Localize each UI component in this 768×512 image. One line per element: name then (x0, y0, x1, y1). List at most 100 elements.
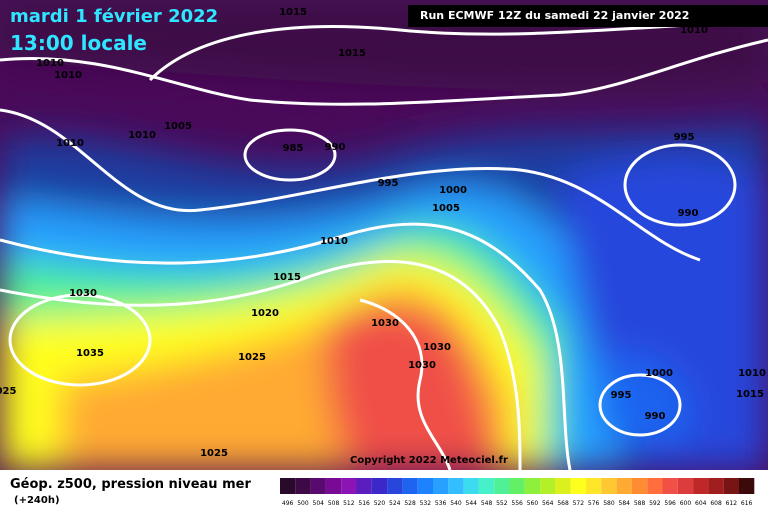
run-info: Run ECMWF 12Z du samedi 22 janvier 2022 (420, 9, 689, 22)
scale-label: 576 (588, 500, 600, 507)
color-swatch (693, 478, 709, 494)
scale-label: 612 (726, 500, 738, 507)
isobar-label: 1010 (320, 236, 348, 247)
color-swatch (494, 478, 510, 494)
scale-label: 496 (282, 500, 294, 507)
scale-label: 600 (680, 500, 692, 507)
scale-label: 596 (664, 500, 676, 507)
scale-label: 608 (710, 500, 722, 507)
isobar-label: 985 (283, 143, 304, 154)
scale-label: 544 (466, 500, 478, 507)
color-swatch (708, 478, 724, 494)
color-swatch (280, 478, 296, 494)
isobar-label: 1010 (36, 58, 64, 69)
legend-title: Géop. z500, pression niveau mer (10, 477, 251, 492)
isobar-label: 1025 (200, 448, 228, 459)
isobar-label: 1005 (164, 121, 192, 132)
copyright: Copyright 2022 Meteociel.fr (350, 455, 508, 466)
color-swatch (631, 478, 648, 494)
isobar-label: 1030 (408, 360, 436, 371)
isobar-label: 1010 (680, 25, 708, 36)
color-swatch (448, 478, 464, 494)
isobar-label: 1000 (439, 185, 467, 196)
color-swatch (325, 478, 342, 494)
isobar-label: 1025 (238, 352, 266, 363)
scale-label: 548 (481, 500, 493, 507)
isobar-label: 1030 (423, 342, 451, 353)
isobar-label: 1030 (371, 318, 399, 329)
color-swatch (433, 478, 449, 494)
color-swatch (739, 478, 755, 494)
scale-label: 580 (603, 500, 615, 507)
scale-label: 584 (619, 500, 631, 507)
isobar-label: 1010 (128, 130, 156, 141)
color-swatch (387, 478, 403, 494)
color-swatch (570, 478, 586, 494)
color-swatch (417, 478, 433, 494)
field (0, 0, 768, 471)
color-swatch (463, 478, 479, 494)
color-swatch (601, 478, 617, 494)
isobar-label: 990 (325, 142, 346, 153)
lead-time: (+240h) (14, 495, 60, 506)
isobar-label: 1015 (273, 272, 301, 283)
color-scale: 496 500 504 508 512 516 520 524 528 532 536 540 544 5… (280, 478, 755, 507)
color-swatch (662, 478, 678, 494)
color-swatch (616, 478, 632, 494)
scale-label: 568 (557, 500, 569, 507)
run-box (408, 5, 768, 27)
color-swatch (647, 478, 663, 494)
scale-label: 604 (695, 500, 707, 507)
color-swatch (524, 478, 541, 494)
isobar-label: 1020 (251, 308, 279, 319)
isobar-label: 1015 (338, 48, 366, 59)
color-swatch (677, 478, 694, 494)
color-swatch (295, 478, 311, 494)
scale-label: 556 (511, 500, 523, 507)
scale-label: 512 (343, 500, 355, 507)
time: 13:00 locale (10, 31, 147, 55)
scale-label: 588 (634, 500, 646, 507)
isobar-label: 1010 (56, 138, 84, 149)
color-swatch (555, 478, 571, 494)
scale-label: 516 (358, 500, 370, 507)
scale-label: 536 (435, 500, 447, 507)
isobar-label: 995 (674, 132, 695, 143)
isobar-label: 1005 (432, 203, 460, 214)
color-swatch (356, 478, 372, 494)
scale-label: 532 (420, 500, 432, 507)
color-swatch (540, 478, 556, 494)
isobar-label: 990 (645, 411, 666, 422)
scale-label: 560 (527, 500, 539, 507)
isobar-label: 995 (611, 390, 632, 401)
scale-label: 616 (741, 500, 753, 507)
isobar-label: 995 (378, 178, 399, 189)
scale-label: 504 (313, 500, 325, 507)
isobar-label: 025 (0, 386, 16, 397)
color-swatch (509, 478, 525, 494)
scale-label: 540 (450, 500, 462, 507)
isobar-label: 990 (678, 208, 699, 219)
color-swatch (723, 478, 739, 494)
isobar-label: 1015 (279, 7, 307, 18)
isobar-label: 1030 (69, 288, 97, 299)
scale-label: 500 (297, 500, 309, 507)
isobar-label: 1000 (645, 368, 673, 379)
scale-label: 572 (573, 500, 585, 507)
isobar-label: 1015 (736, 389, 764, 400)
scale-label: 524 (389, 500, 401, 507)
isobar-label: 1010 (54, 70, 82, 81)
color-swatch (586, 478, 602, 494)
scale-label: 508 (328, 500, 340, 507)
scale-label: 552 (496, 500, 508, 507)
scale-label: 520 (374, 500, 386, 507)
color-swatch (310, 478, 326, 494)
isobar-label: 1035 (76, 348, 104, 359)
color-swatch (341, 478, 357, 494)
scale-label: 592 (649, 500, 661, 507)
scale-label: 564 (542, 500, 554, 507)
color-swatch (478, 478, 495, 494)
color-swatch (402, 478, 418, 494)
